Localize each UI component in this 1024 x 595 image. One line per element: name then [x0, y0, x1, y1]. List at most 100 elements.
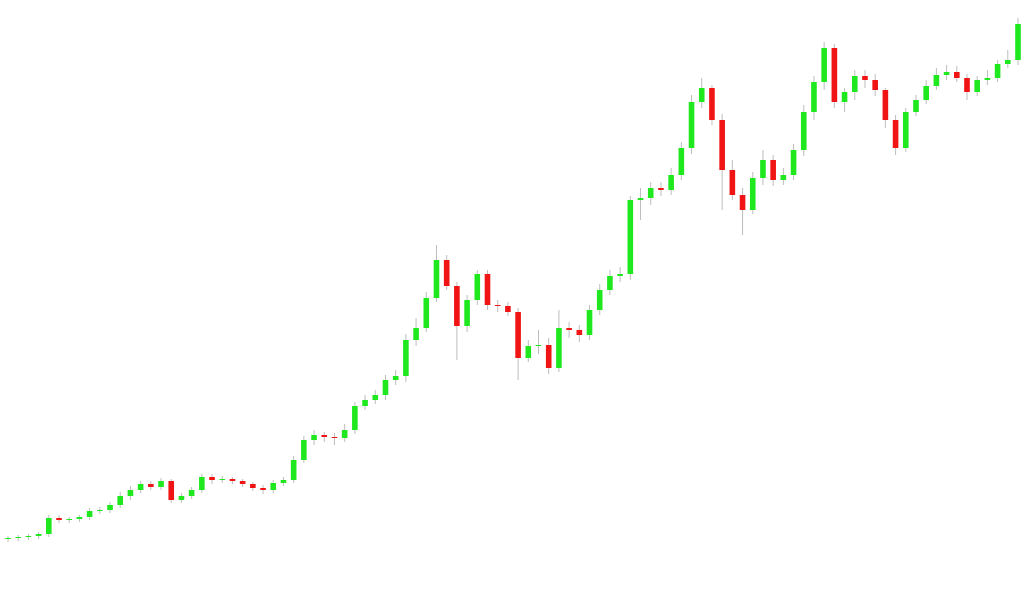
- candle-body: [719, 120, 725, 170]
- candle-body: [250, 484, 256, 488]
- candle-body: [790, 150, 797, 175]
- candle-body: [658, 188, 664, 190]
- candle-body: [556, 328, 562, 368]
- candle-body: [352, 406, 358, 430]
- candle-body: [698, 88, 705, 102]
- candle-body: [392, 376, 399, 380]
- candle-body: [474, 274, 481, 300]
- candle-body: [1015, 24, 1021, 60]
- candle-body: [545, 345, 552, 368]
- candle-body: [199, 477, 205, 490]
- candle-body: [188, 490, 195, 496]
- candle-body: [586, 310, 593, 335]
- candle-body: [137, 484, 144, 490]
- candle-body: [688, 102, 695, 148]
- candle-body: [780, 175, 787, 180]
- candle-body: [974, 80, 980, 92]
- candle-body: [515, 312, 521, 358]
- candle-body: [321, 435, 328, 437]
- candle-body: [372, 395, 379, 400]
- candle-body: [454, 286, 460, 326]
- candle-body: [229, 479, 236, 481]
- candle-body: [923, 86, 929, 100]
- candle-body: [933, 75, 940, 86]
- candle-body: [566, 328, 572, 330]
- candle-body: [811, 82, 817, 112]
- candle-body: [913, 100, 919, 112]
- candle-body: [148, 484, 154, 487]
- candle-body: [56, 518, 62, 520]
- candle-body: [943, 72, 950, 75]
- candle-body: [800, 112, 807, 150]
- candle-body: [709, 88, 715, 120]
- candle-body: [902, 112, 909, 148]
- candle-body: [239, 481, 246, 484]
- candle-body: [892, 120, 899, 148]
- candle-body: [678, 148, 685, 175]
- candle-body: [760, 160, 766, 178]
- candle-body: [851, 76, 858, 92]
- candle-body: [617, 274, 623, 276]
- candle-body: [209, 477, 215, 480]
- candle-body: [668, 175, 674, 190]
- candle-body: [168, 481, 175, 500]
- candle-body: [301, 440, 307, 460]
- candle-body: [637, 198, 644, 200]
- candle-body: [576, 330, 583, 335]
- candle-body: [627, 200, 634, 274]
- candle-body: [158, 481, 164, 487]
- candle-body: [5, 538, 11, 539]
- candle-body: [15, 537, 22, 538]
- candle-body: [280, 480, 287, 483]
- candle-body: [443, 260, 450, 286]
- candle-body: [341, 430, 348, 438]
- candle-body: [831, 48, 838, 102]
- candle-body: [770, 160, 776, 180]
- candle-body: [464, 300, 470, 326]
- candle-body: [260, 488, 266, 490]
- candle-body: [647, 188, 654, 198]
- candle-body: [423, 298, 430, 328]
- candle-body: [841, 92, 848, 102]
- candle-body: [749, 178, 756, 210]
- candle-body: [525, 346, 532, 358]
- candle-body: [607, 276, 613, 290]
- candle-body: [178, 496, 185, 500]
- candle-body: [270, 483, 277, 490]
- candle-body: [739, 195, 746, 210]
- candle-body: [729, 170, 736, 195]
- candle-body: [494, 305, 501, 306]
- candle-body: [331, 437, 338, 438]
- candle-body: [484, 274, 491, 305]
- candle-body: [311, 435, 317, 440]
- candle-body: [862, 76, 868, 80]
- candle-body: [433, 260, 440, 298]
- candle-body: [964, 78, 970, 92]
- candle-body: [882, 90, 889, 120]
- candle-body: [46, 518, 52, 534]
- candle-body: [382, 380, 389, 395]
- candle-body: [97, 510, 103, 511]
- candle-body: [35, 534, 42, 536]
- candle-body: [66, 519, 73, 520]
- candle-body: [872, 80, 878, 90]
- candle-body: [535, 345, 542, 346]
- candle-body: [821, 48, 827, 82]
- candle-body: [219, 479, 226, 480]
- candle-body: [362, 400, 368, 406]
- candle-body: [596, 290, 603, 310]
- candle-body: [403, 340, 409, 376]
- candle-body: [290, 460, 297, 480]
- candle-body: [1004, 60, 1011, 64]
- candle-body: [127, 490, 134, 496]
- candle-body: [86, 511, 93, 517]
- candle-body: [984, 78, 991, 80]
- candle-body: [107, 505, 113, 510]
- candle-body: [505, 306, 511, 312]
- candle-body: [413, 328, 419, 340]
- candle-body: [117, 496, 124, 505]
- candle-body: [25, 536, 32, 537]
- candle-body: [76, 517, 83, 519]
